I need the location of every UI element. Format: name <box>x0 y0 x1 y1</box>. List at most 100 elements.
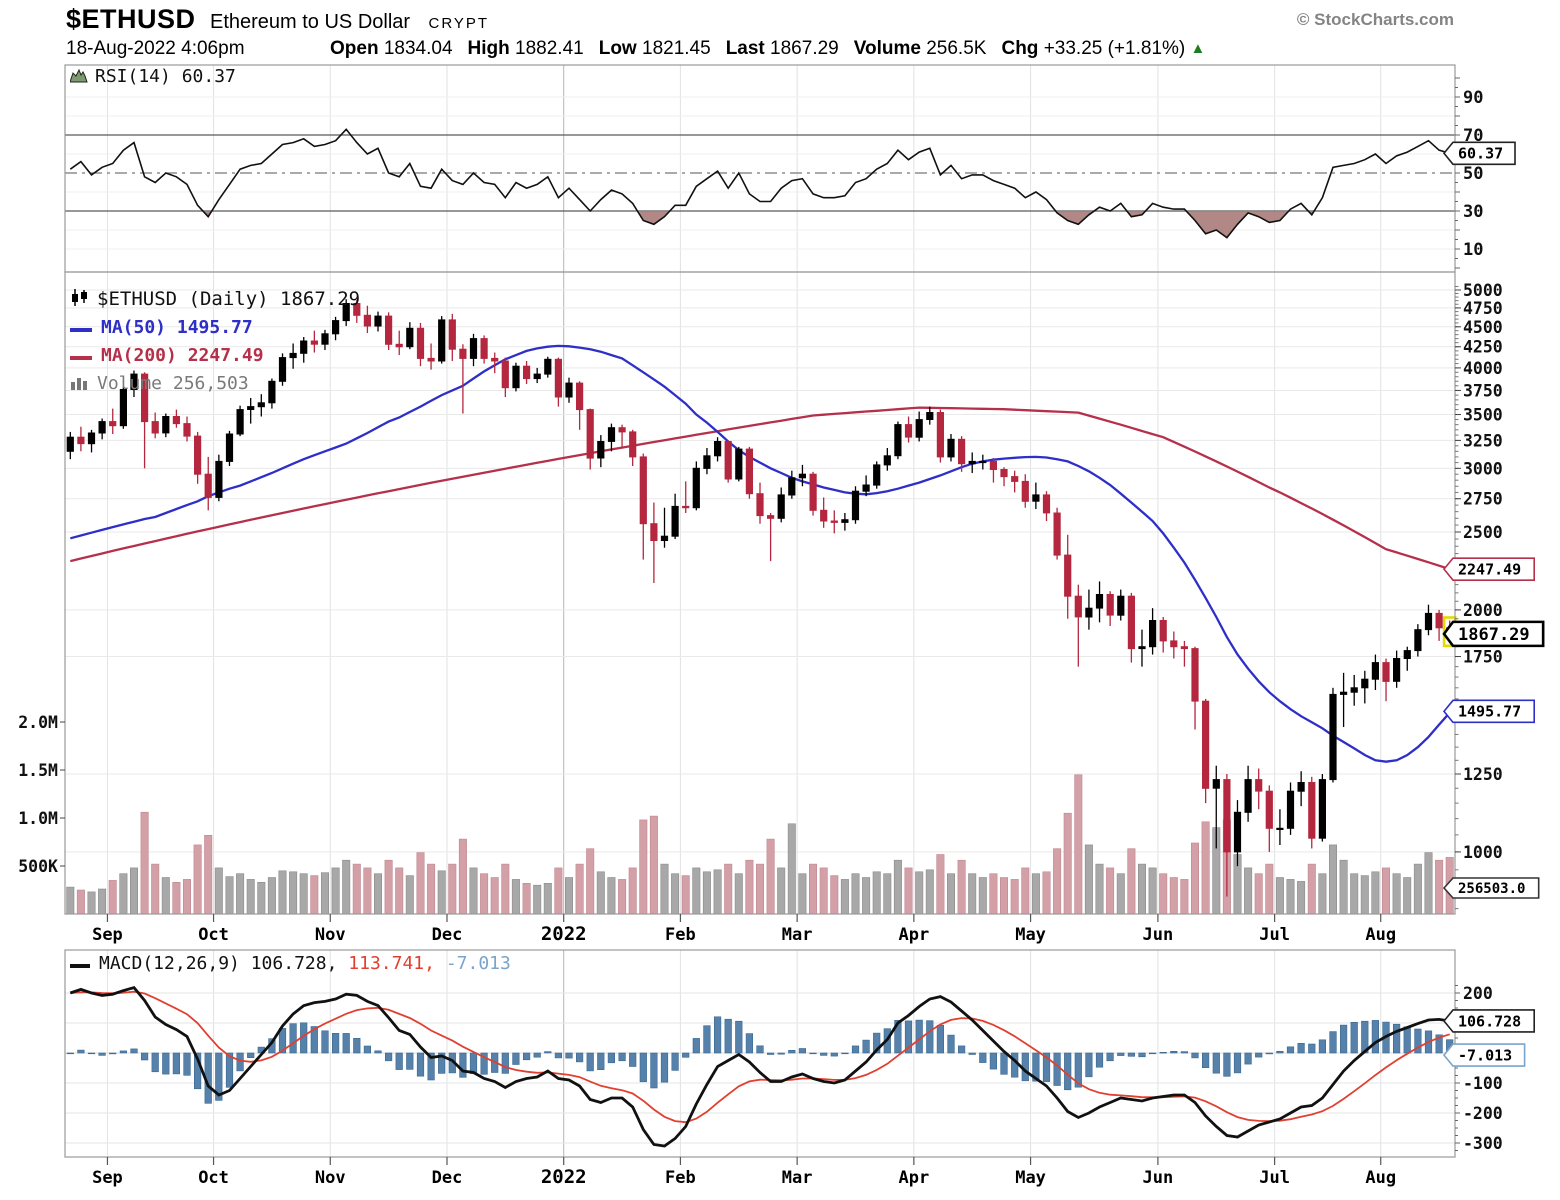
last-value: 1867.29 <box>770 38 839 59</box>
svg-text:3500: 3500 <box>1463 406 1503 425</box>
svg-text:2022: 2022 <box>541 1166 587 1188</box>
volume-bars-icon <box>70 371 90 398</box>
svg-text:2500: 2500 <box>1463 523 1503 542</box>
svg-text:10: 10 <box>1463 240 1483 260</box>
svg-text:Feb: Feb <box>665 1168 696 1188</box>
macd-legend-main: MACD(12,26,9) 106.728, <box>99 953 338 974</box>
macd-signal-line <box>70 990 1450 1124</box>
ma200-legend-label: MA(200) 2247.49 <box>101 345 264 366</box>
high-value: 1882.41 <box>515 38 584 59</box>
macd-legend: MACD(12,26,9) 106.728, 113.741, -7.013 <box>70 953 511 975</box>
svg-text:3000: 3000 <box>1463 459 1503 478</box>
svg-text:Jul: Jul <box>1259 1168 1290 1188</box>
candlestick-icon <box>70 287 90 314</box>
exchange-tag: CRYPT <box>428 15 490 32</box>
svg-text:-200: -200 <box>1463 1104 1503 1123</box>
svg-text:Aug: Aug <box>1365 925 1396 945</box>
axis-callouts <box>1442 141 1545 1067</box>
svg-text:4000: 4000 <box>1463 359 1503 378</box>
svg-text:Mar: Mar <box>782 925 813 945</box>
macd-callout <box>1442 1009 1535 1033</box>
svg-text:4750: 4750 <box>1463 299 1503 318</box>
svg-text:2247.49: 2247.49 <box>1458 561 1521 579</box>
rsi-area-icon <box>69 67 88 88</box>
svg-text:70: 70 <box>1463 126 1483 146</box>
svg-text:1495.77: 1495.77 <box>1458 703 1521 721</box>
svg-text:3250: 3250 <box>1463 431 1503 450</box>
svg-text:-100: -100 <box>1463 1074 1503 1093</box>
last-label: Last <box>725 38 765 59</box>
svg-text:4500: 4500 <box>1463 318 1503 337</box>
svg-text:Apr: Apr <box>898 1168 929 1188</box>
ma50-line-icon <box>70 315 94 342</box>
last-price-callout <box>1442 620 1545 648</box>
svg-text:Oct: Oct <box>198 1168 229 1188</box>
header-row-2: 18-Aug-2022 4:06pm Open 1834.04 High 188… <box>66 38 1205 60</box>
ma200-line <box>70 406 1451 571</box>
svg-text:1.0M: 1.0M <box>18 809 58 828</box>
macd-line-icon <box>70 954 92 975</box>
month-gridlines <box>106 65 1382 1157</box>
svg-text:1250: 1250 <box>1463 765 1503 784</box>
svg-text:Aug: Aug <box>1365 1168 1396 1188</box>
copyright: © StockCharts.com <box>1296 10 1454 29</box>
svg-text:1750: 1750 <box>1463 648 1503 667</box>
rsi-legend: RSI(14) 60.37 <box>69 66 236 88</box>
svg-text:-300: -300 <box>1463 1134 1503 1153</box>
svg-text:2022: 2022 <box>541 923 587 945</box>
ma50-legend-label: MA(50) 1495.77 <box>101 317 253 338</box>
svg-text:May: May <box>1015 925 1046 945</box>
chg-up-arrow-icon: ▲ <box>1190 40 1206 57</box>
svg-text:Jun: Jun <box>1143 1168 1174 1188</box>
symbol: $ETHUSD <box>66 4 196 34</box>
volume-value: 256.5K <box>926 38 987 59</box>
svg-text:256503.0: 256503.0 <box>1458 881 1525 897</box>
open-value: 1834.04 <box>383 38 453 59</box>
svg-text:-7.013: -7.013 <box>1458 1047 1512 1065</box>
svg-text:Dec: Dec <box>432 925 463 945</box>
main-title: $ETHUSD (Daily) 1867.29 <box>97 288 361 310</box>
svg-text:Oct: Oct <box>198 925 229 945</box>
svg-text:2.0M: 2.0M <box>18 713 58 732</box>
macd-legend-signal: 113.741, <box>348 953 435 974</box>
svg-text:500K: 500K <box>18 857 58 876</box>
low-value: 1821.45 <box>642 38 711 59</box>
svg-text:Feb: Feb <box>665 925 696 945</box>
high-label: High <box>467 38 510 59</box>
svg-text:Sep: Sep <box>92 1168 123 1188</box>
svg-text:50: 50 <box>1463 164 1483 184</box>
chg-label: Chg <box>1001 38 1039 59</box>
header-row-1: $ETHUSD Ethereum to US Dollar CRYPT © St… <box>66 4 1560 38</box>
svg-text:90: 90 <box>1463 88 1483 108</box>
svg-text:3750: 3750 <box>1463 381 1503 400</box>
svg-text:2000: 2000 <box>1463 601 1503 620</box>
svg-text:Jun: Jun <box>1143 925 1174 945</box>
svg-text:Jul: Jul <box>1259 925 1290 945</box>
svg-text:Nov: Nov <box>315 925 346 945</box>
svg-text:Dec: Dec <box>432 1168 463 1188</box>
volume-callout <box>1442 877 1540 899</box>
rsi-panel <box>65 96 1455 250</box>
macd-main-line <box>69 986 1450 1148</box>
svg-text:May: May <box>1015 1168 1046 1188</box>
macd-legend-hist: -7.013 <box>445 953 511 974</box>
axes <box>60 77 1461 1165</box>
macd-hist-callout <box>1442 1043 1526 1067</box>
datetime: 18-Aug-2022 4:06pm <box>66 38 245 59</box>
chg-value: +33.25 (+1.81%) <box>1043 38 1186 59</box>
svg-text:1.5M: 1.5M <box>18 761 58 780</box>
ma50-line <box>70 344 1451 763</box>
quote-strip: Open 1834.04 High 1882.41 Low 1821.45 La… <box>330 38 1205 60</box>
rsi-callout <box>1442 141 1516 166</box>
symbol-name: Ethereum to US Dollar <box>209 11 411 33</box>
low-label: Low <box>598 38 637 59</box>
svg-text:Nov: Nov <box>315 1168 346 1188</box>
svg-text:200: 200 <box>1463 984 1493 1003</box>
ma200-callout <box>1442 557 1535 581</box>
svg-text:60.37: 60.37 <box>1458 145 1503 163</box>
svg-text:4250: 4250 <box>1463 338 1503 357</box>
open-label: Open <box>330 38 379 59</box>
volume-label: Volume <box>853 38 921 59</box>
